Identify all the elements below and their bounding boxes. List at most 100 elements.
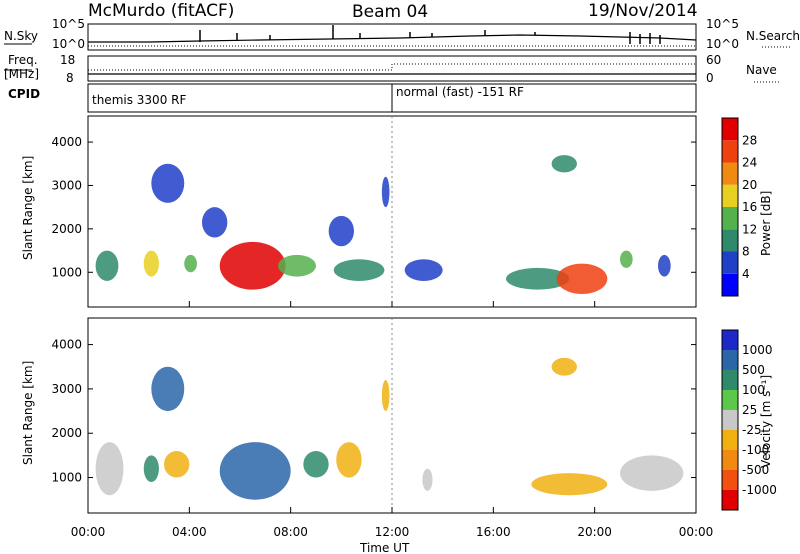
noise-left-tick-bottom: 10^0 [52,37,85,51]
power-colorbar-frame [721,117,739,297]
power-echo-region [328,215,355,247]
velocity-colorbar-tick: 1000 [742,343,773,357]
power-colorbar-swatch [722,118,738,141]
velocity-echo-region [164,450,190,478]
power-colorbar-tick: 28 [742,133,757,147]
x-tick-label: 08:00 [273,525,308,539]
velocity-y-label: Slant Range [km] [21,361,35,465]
noise-sky-label: N.Sky [4,29,38,43]
velocity-colorbar-tick: -500 [742,463,769,477]
power-echo-region [151,163,185,203]
velocity-colorbar-swatch [722,390,738,410]
velocity-y-ticks: 1000 2000 3000 4000 [51,338,696,485]
power-echo-region [95,250,119,281]
noise-left-tick-top: 10^5 [52,17,85,31]
power-echo-region [333,259,385,281]
velocity-panel: 1000 2000 3000 4000 Slant Range [km] [21,317,697,514]
velocity-echo-region [95,442,124,496]
freq-tick-top: 18 [60,53,75,67]
power-echo-region [620,250,633,268]
velocity-echo-region [531,473,608,496]
velocity-colorbar-swatch [722,350,738,370]
power-colorbar-swatch [722,251,738,274]
power-colorbar-label: Power [dB] [759,191,773,256]
nave-label: Nave [746,63,777,77]
velocity-echo-region [381,380,390,412]
velocity-y-tick-label: 2000 [51,426,82,440]
velocity-echo-region [151,366,185,412]
cpid-label: CPID [8,87,40,101]
beam-title: Beam 04 [352,2,428,22]
power-y-tick-label: 4000 [51,135,82,149]
velocity-colorbar-tick: -25 [742,423,762,437]
freq-unit-label: [MHz] [4,67,39,81]
x-tick-label: 00:00 [71,525,106,539]
velocity-y-tick-label: 4000 [51,338,82,352]
power-echo-region [143,250,159,277]
power-echo-region [404,259,443,281]
power-y-ticks: 1000 2000 3000 4000 [51,135,696,279]
x-tick-label: 16:00 [476,525,511,539]
power-colorbar: 28 24 20 16 12 8 4 [721,117,757,297]
x-axis-label: Time UT [359,541,410,554]
power-colorbar-swatch [722,140,738,163]
power-echo-region [381,176,390,208]
cpid-panel: CPID themis 3300 RF normal (fast) -151 R… [8,83,697,113]
noise-spikes [199,25,661,44]
velocity-colorbar-label: Velocity [m s⁻¹] [759,375,773,468]
velocity-echo-region [303,450,329,478]
power-colorbar-tick: 8 [742,245,750,259]
date-title: 19/Nov/2014 [588,1,698,21]
velocity-y-tick-label: 3000 [51,382,82,396]
velocity-colorbar-swatch [722,450,738,470]
power-echo-region [184,254,197,273]
power-y-label: Slant Range [km] [21,156,35,260]
noise-right-tick-top: 10^5 [706,17,739,31]
power-echo-region [551,155,577,173]
power-colorbar-swatch [722,162,738,185]
nave-tick-bottom: 0 [706,71,714,85]
power-colorbar-tick: 24 [742,156,757,170]
noise-search-label: N.Search [746,29,800,43]
velocity-y-tick-label: 1000 [51,471,82,485]
velocity-colorbar-tick: 500 [742,363,765,377]
freq-panel: Freq. [MHz] 18 8 60 0 Nave [4,53,780,85]
power-echo-region [506,267,570,290]
velocity-echo-region [422,468,433,491]
power-data [95,155,671,294]
velocity-colorbar-swatch [722,490,738,510]
velocity-colorbar-swatch [722,370,738,390]
velocity-colorbar: 1000 500 100 25 -25 -100 -500 -1000 [721,329,777,511]
power-colorbar-tick: 16 [742,200,757,214]
nave-line [88,63,696,71]
noise-sky-line [88,34,697,43]
x-tick-label: 00:00 [679,525,714,539]
power-colorbar-swatch [722,229,738,252]
power-echo-region [219,241,286,290]
velocity-colorbar-swatch [722,430,738,450]
cpid-mode-2: normal (fast) -151 RF [396,85,524,99]
velocity-colorbar-swatch [722,410,738,430]
power-echo-region [658,254,671,277]
velocity-echo-region [620,455,684,491]
power-colorbar-tick: 20 [742,178,757,192]
power-panel: 1000 2000 3000 4000 Slant Range [km] [21,115,697,308]
velocity-colorbar-tick: -100 [742,443,769,457]
power-echo-region [202,207,228,238]
velocity-colorbar-swatch [722,330,738,350]
power-colorbar-swatch [722,273,738,296]
power-colorbar-tick: 4 [742,267,750,281]
station-title: McMurdo (fitACF) [88,1,234,21]
freq-tick-bottom: 8 [66,71,74,85]
power-colorbar-swatch [722,207,738,230]
noise-right-tick-bottom: 10^0 [706,37,739,51]
freq-label: Freq. [8,53,38,67]
power-colorbar-tick: 12 [742,222,757,236]
power-y-tick-label: 1000 [51,265,82,279]
cpid-mode-1: themis 3300 RF [92,93,186,107]
x-tick-label: 12:00 [375,525,410,539]
velocity-colorbar-tick: 25 [742,403,757,417]
velocity-colorbar-tick: 100 [742,383,765,397]
power-echo-region [556,263,608,294]
velocity-echo-region [219,442,291,500]
